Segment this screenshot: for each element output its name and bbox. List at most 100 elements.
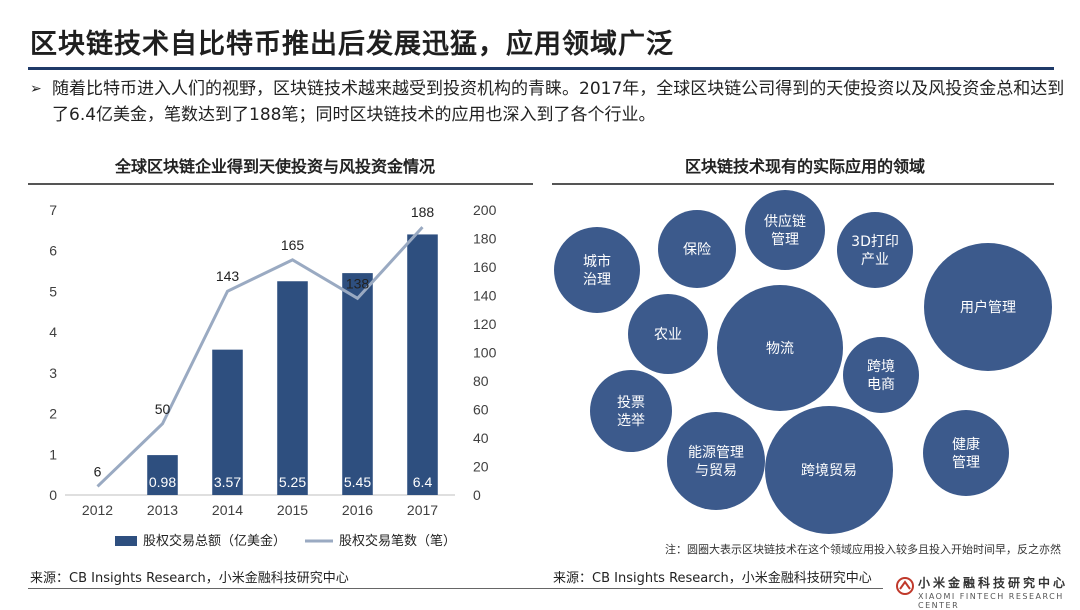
x-tick-label: 2014 [212, 502, 243, 518]
bubble-label: 能源管理 [688, 445, 744, 461]
y-left-tick-label: 6 [49, 243, 57, 259]
bubble-circle [658, 210, 736, 288]
legend-bar-swatch [115, 536, 137, 546]
legend-bar-label: 股权交易总额（亿美金） [143, 533, 286, 548]
y-right-tick-label: 20 [473, 459, 489, 475]
title-divider [28, 67, 1054, 70]
bubble-label: 治理 [583, 272, 611, 288]
bubble-label: 保险 [683, 242, 711, 258]
bubble-跨境贸易: 跨境贸易 [765, 406, 893, 534]
bubble-circle [745, 190, 825, 270]
bar-value-label: 5.25 [279, 474, 306, 490]
legend-line-label: 股权交易笔数（笔） [339, 533, 456, 548]
x-tick-label: 2013 [147, 502, 178, 518]
investment-chart: 0 1 2 3 4 5 6 7 0 20 40 60 80 100 120 140 160 180 200 2012 2… [15, 190, 545, 570]
line-value-label: 138 [346, 275, 370, 291]
line-value-label: 50 [155, 401, 171, 417]
bullet-arrow-icon: ➢ [30, 76, 42, 102]
x-tick-label: 2012 [82, 502, 113, 518]
bubble-保险: 保险 [658, 210, 736, 288]
intro-text: 随着比特币进入人们的视野，区块链技术越来越受到投资机构的青睐。2017年，全球区… [30, 76, 1070, 128]
x-tick-label: 2016 [342, 502, 373, 518]
bubble-label: 产业 [861, 252, 889, 268]
bubble-用户管理: 用户管理 [924, 243, 1052, 371]
y-left-tick-label: 2 [49, 406, 57, 422]
bar-value-label: 0.98 [149, 474, 176, 490]
bubble-label: 物流 [766, 341, 794, 357]
line-value-label: 188 [411, 204, 435, 220]
bar-value-label: 5.45 [344, 474, 371, 490]
bar-2016 [342, 273, 373, 495]
y-left-tick-label: 1 [49, 446, 57, 462]
intro-paragraph: ➢ 随着比特币进入人们的视野，区块链技术越来越受到投资机构的青睐。2017年，全… [30, 76, 1070, 128]
bar-value-label: 3.57 [214, 474, 241, 490]
y-right-tick-label: 0 [473, 487, 481, 503]
y-left-tick-label: 4 [49, 324, 57, 340]
y-right-tick-label: 200 [473, 202, 497, 218]
bubble-circle [923, 410, 1009, 496]
logo-en-text: XIAOMI FINTECH RESEARCH CENTER [918, 592, 1080, 610]
y-right-tick-label: 60 [473, 402, 489, 418]
y-right-tick-label: 160 [473, 259, 497, 275]
y-left-tick-label: 0 [49, 487, 57, 503]
bubble-label: 用户管理 [960, 299, 1016, 316]
bubble-label: 管理 [771, 232, 799, 248]
bubble-circle [924, 243, 1052, 371]
logo-cn-text: 小米金融科技研究中心 [918, 574, 1068, 591]
y-right-tick-label: 180 [473, 231, 497, 247]
line-value-label: 6 [94, 463, 102, 479]
y-left-tick-label: 7 [49, 202, 57, 218]
bar-value-label: 6.4 [413, 474, 433, 490]
bubble-label: 农业 [654, 327, 682, 343]
bubble-农业: 农业 [628, 294, 708, 374]
line-value-label: 165 [281, 237, 305, 253]
bubble-circle [628, 294, 708, 374]
bubble-label: 与贸易 [695, 463, 737, 479]
y-left-tick-label: 3 [49, 365, 57, 381]
bubble-label: 选举 [617, 413, 645, 429]
bubble-label: 3D打印 [851, 233, 899, 250]
bubble-label: 健康 [952, 436, 980, 453]
source-right: 来源：CB Insights Research，小米金融科技研究中心 [553, 567, 872, 586]
bar-2017 [407, 234, 438, 495]
line-value-label: 143 [216, 268, 240, 284]
bubble-物流: 物流 [717, 285, 843, 411]
bubble-circle [765, 406, 893, 534]
bubble-label: 城市 [583, 253, 611, 270]
bubble-circle [590, 370, 672, 452]
bubble-circle [667, 412, 765, 510]
source-left: 来源：CB Insights Research，小米金融科技研究中心 [30, 567, 349, 586]
bubble-label: 供应链 [764, 213, 806, 230]
y-right-tick-label: 140 [473, 288, 497, 304]
chart-title-divider [28, 183, 533, 185]
y-left-tick-label: 5 [49, 283, 57, 299]
bar-2015 [277, 281, 308, 495]
x-tick-label: 2015 [277, 502, 308, 518]
y-right-tick-label: 80 [473, 373, 489, 389]
footer-divider [28, 588, 883, 589]
bubble-circle [843, 337, 919, 413]
bubble-label: 管理 [952, 455, 980, 471]
bubble-title-divider [552, 183, 1054, 185]
xiaomi-fintech-logo-icon [895, 576, 915, 596]
bubble-label: 投票 [617, 395, 645, 411]
bubble-label: 跨境 [867, 359, 895, 375]
y-right-tick-label: 40 [473, 430, 489, 446]
bubble-note: 注：圆圈大表示区块链技术在这个领域应用投入较多且投入开始时间早，反之亦然 [665, 541, 1061, 557]
bubble-label: 跨境贸易 [801, 463, 857, 479]
bubble-circle [837, 212, 913, 288]
bubble-label: 电商 [867, 377, 895, 393]
y-right-tick-label: 100 [473, 345, 497, 361]
bubble-chart-title: 区块链技术现有的实际应用的领域 [560, 153, 1050, 177]
x-tick-label: 2017 [407, 502, 438, 518]
y-right-tick-label: 120 [473, 316, 497, 332]
chart-title: 全球区块链企业得到天使投资与风投资金情况 [40, 153, 510, 177]
bubble-circle [717, 285, 843, 411]
bubble-circle [554, 227, 640, 313]
